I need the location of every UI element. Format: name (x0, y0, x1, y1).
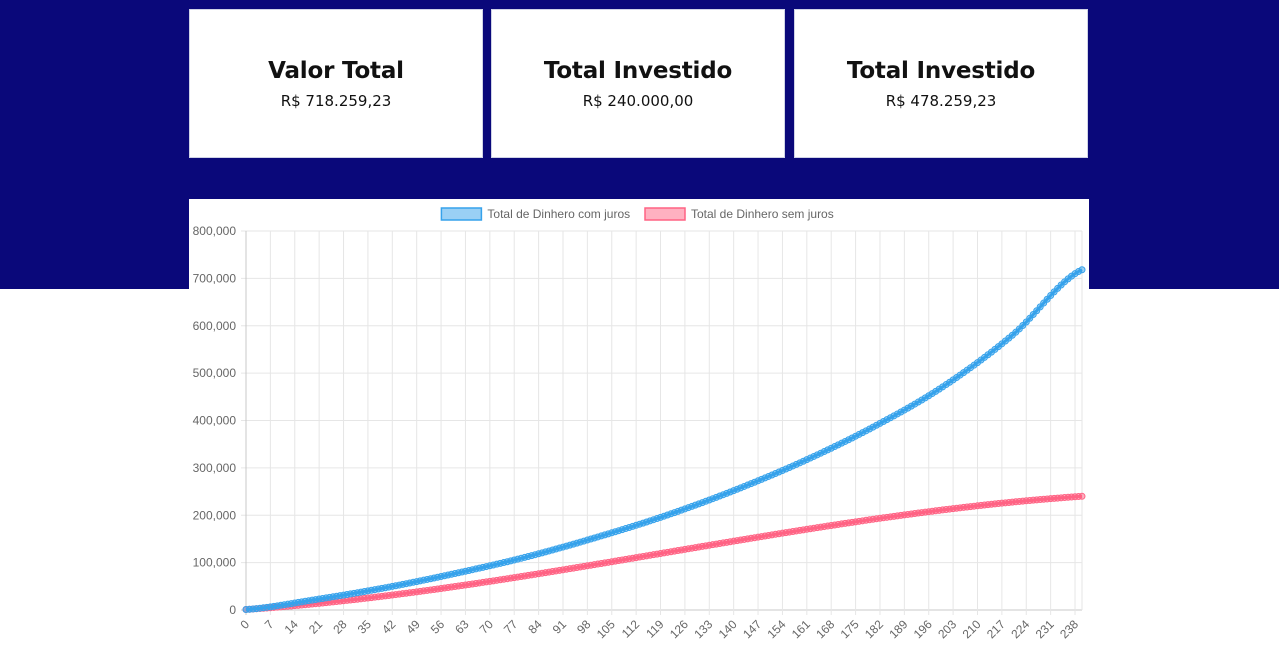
x-tick-label: 203 (935, 617, 959, 641)
legend-label: Total de Dinhero sem juros (691, 207, 834, 221)
x-tick-label: 168 (813, 617, 837, 641)
x-tick-label: 217 (984, 617, 1008, 641)
x-tick-label: 133 (691, 617, 715, 641)
data-point (1078, 266, 1086, 274)
x-tick-label: 63 (452, 617, 472, 637)
y-tick-label: 300,000 (193, 461, 237, 475)
x-tick-label: 7 (262, 617, 277, 632)
x-tick-label: 98 (574, 617, 594, 637)
x-tick-label: 21 (306, 617, 326, 637)
card-title: Total Investido (846, 58, 1036, 84)
x-tick-label: 28 (330, 617, 350, 637)
x-tick-label: 182 (862, 617, 886, 641)
x-tick-label: 189 (886, 617, 910, 641)
chart-panel: 0 100,000 200,000 300,000 400,000 500,000 600,… (189, 199, 1089, 649)
y-tick-label: 800,000 (193, 224, 237, 238)
y-tick-label: 600,000 (193, 319, 237, 333)
data-point (1078, 492, 1086, 500)
x-tick-label: 161 (789, 617, 813, 641)
x-tick-label: 56 (428, 617, 448, 637)
x-tick-label: 84 (525, 617, 545, 637)
summary-card-total-investido: Total Investido R$ 240.000,00 (491, 9, 785, 158)
x-tick-label: 126 (667, 617, 691, 641)
line-chart: 0 100,000 200,000 300,000 400,000 500,000 600,… (193, 207, 1086, 641)
x-tick-label: 224 (1008, 617, 1032, 641)
x-tick-label: 35 (355, 617, 375, 637)
x-tick-label: 196 (911, 617, 935, 641)
x-tick-label: 49 (403, 617, 423, 637)
card-title: Valor Total (268, 58, 404, 84)
x-tick-label: 231 (1033, 617, 1057, 641)
series-sem-juros (242, 492, 1086, 614)
card-value: R$ 240.000,00 (582, 92, 694, 110)
x-tick-label: 175 (838, 617, 862, 641)
summary-card-total-juros: Total Investido R$ 478.259,23 (794, 9, 1088, 158)
x-tick-label: 0 (237, 617, 252, 632)
card-title: Total Investido (543, 58, 733, 84)
x-tick-label: 42 (379, 617, 399, 637)
x-tick-label: 105 (594, 617, 618, 641)
x-tick-label: 140 (716, 617, 740, 641)
x-tick-label: 154 (764, 617, 788, 641)
y-tick-label: 0 (229, 603, 236, 617)
x-tick-label: 91 (550, 617, 570, 637)
card-value: R$ 478.259,23 (885, 92, 997, 110)
x-tick-label: 119 (643, 617, 667, 641)
x-tick-label: 70 (477, 617, 497, 637)
series-com-juros (242, 266, 1086, 614)
legend-label: Total de Dinhero com juros (487, 207, 630, 221)
legend-swatch (440, 207, 483, 221)
card-value: R$ 718.259,23 (280, 92, 392, 110)
x-tick-label: 14 (282, 617, 302, 637)
y-tick-label: 400,000 (193, 414, 237, 428)
y-tick-label: 100,000 (193, 556, 237, 570)
summary-card-valor-total: Valor Total R$ 718.259,23 (189, 9, 483, 158)
y-tick-label: 700,000 (193, 271, 237, 285)
y-tick-label: 200,000 (193, 508, 237, 522)
x-tick-label: 210 (960, 617, 984, 641)
x-tick-label: 77 (501, 617, 521, 637)
series-line (245, 268, 1083, 611)
x-tick-label: 238 (1057, 617, 1081, 641)
x-tick-label: 147 (740, 617, 764, 641)
x-tick-label: 112 (619, 617, 643, 641)
legend-swatch (644, 207, 686, 221)
y-tick-label: 500,000 (193, 366, 237, 380)
